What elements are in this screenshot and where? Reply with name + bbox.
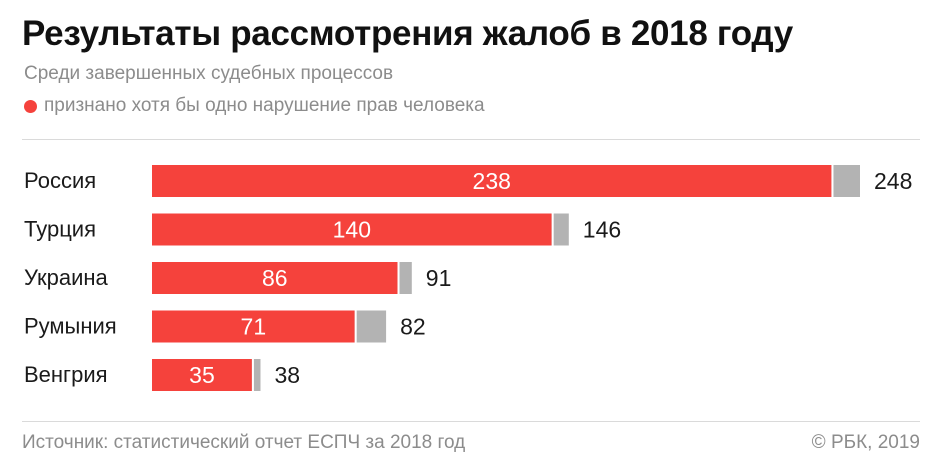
- top-divider: [22, 139, 920, 140]
- legend-label: признано хотя бы одно нарушение прав чел…: [44, 95, 485, 116]
- bar-separator: [251, 359, 254, 391]
- violation-bar: [152, 359, 252, 391]
- bar-separator: [397, 262, 400, 294]
- bar-chart: Россия 238 248 Турция 140 146 Украина 86 91 Румын…: [24, 165, 912, 391]
- violation-value-label: 35: [189, 362, 215, 388]
- total-value-label: 38: [274, 362, 300, 388]
- total-value-label: 248: [874, 168, 912, 194]
- category-label: Россия: [24, 168, 96, 193]
- total-value-label: 82: [400, 314, 426, 340]
- source-note: Источник: статистический отчет ЕСПЧ за 2…: [22, 432, 466, 453]
- violation-value-label: 140: [333, 217, 371, 243]
- violation-value-label: 238: [473, 168, 511, 194]
- copyright: © РБК, 2019: [811, 432, 920, 453]
- legend: признано хотя бы одно нарушение прав чел…: [24, 95, 485, 117]
- category-label: Румыния: [24, 314, 117, 339]
- chart-title: Результаты рассмотрения жалоб в 2018 год…: [22, 14, 793, 53]
- bottom-divider: [22, 421, 920, 422]
- bar-separator: [831, 165, 834, 197]
- violation-bar: [152, 213, 552, 246]
- bar-separator: [354, 310, 357, 343]
- category-label: Украина: [24, 265, 109, 290]
- violation-bar: [152, 310, 355, 343]
- bar-separator: [551, 213, 554, 246]
- category-label: Турция: [24, 217, 96, 242]
- violation-bar: [152, 262, 398, 294]
- violation-value-label: 71: [241, 314, 267, 340]
- violation-value-label: 86: [262, 265, 288, 291]
- total-value-label: 91: [426, 265, 452, 291]
- legend-red-dot-icon: [24, 99, 37, 113]
- total-value-label: 146: [583, 217, 621, 243]
- violation-bar: [152, 165, 832, 197]
- category-label: Венгрия: [24, 362, 108, 387]
- chart-subtitle: Среди завершенных судебных процессов: [24, 63, 394, 84]
